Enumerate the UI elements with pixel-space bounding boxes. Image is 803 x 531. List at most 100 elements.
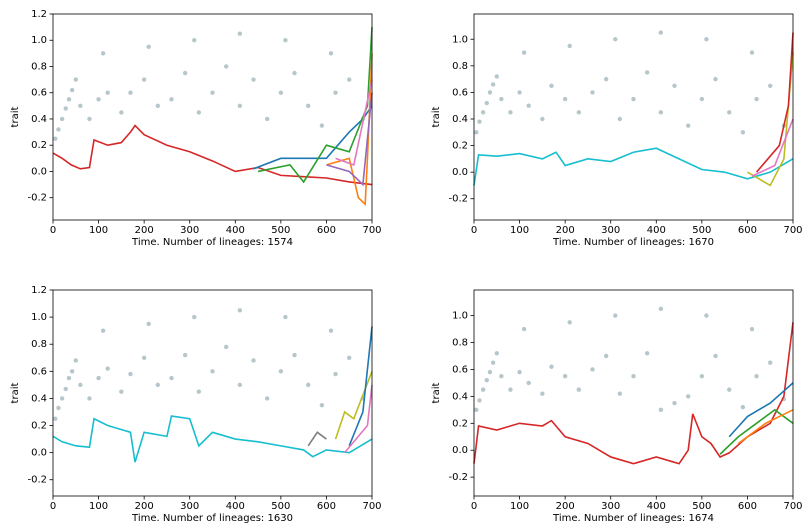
density-point: [499, 373, 504, 379]
x-tick-label: 300: [180, 501, 199, 512]
density-point: [487, 90, 493, 95]
density-point: [490, 360, 496, 365]
density-point: [521, 326, 527, 332]
y-tick-label: 0.6: [31, 366, 47, 377]
x-tick-label: 100: [89, 225, 108, 236]
density-point: [264, 396, 270, 401]
density-point: [128, 371, 133, 377]
density-point: [631, 373, 636, 379]
x-axis-label: Time. Number of lineages: 1574: [131, 237, 293, 248]
density-point: [69, 369, 75, 374]
density-point: [704, 313, 709, 318]
density-point: [713, 76, 718, 82]
lineage-line: [335, 79, 373, 166]
density-point: [283, 314, 288, 320]
density-point: [63, 106, 68, 111]
density-point: [306, 103, 311, 109]
density-point: [333, 371, 338, 377]
density-point: [306, 382, 311, 388]
density-point: [526, 103, 531, 108]
density-point: [699, 373, 705, 379]
density-point: [155, 382, 161, 388]
density-point: [562, 96, 568, 102]
density-point: [658, 30, 664, 35]
x-tick-label: 200: [556, 225, 575, 236]
density-point: [480, 110, 486, 115]
x-tick-label: 400: [226, 225, 245, 236]
density-point: [119, 389, 124, 394]
density-point: [749, 326, 755, 332]
x-tick-label: 600: [317, 501, 336, 512]
x-tick-label: 600: [738, 501, 757, 512]
y-axis-label: trait: [10, 106, 21, 127]
x-axis-label: Time. Number of lineages: 1630: [131, 513, 293, 524]
density-point: [540, 116, 545, 122]
x-tick-label: 400: [647, 225, 666, 236]
density-point: [494, 351, 499, 356]
density-point: [590, 90, 595, 95]
y-tick-label: 1.0: [452, 34, 468, 45]
density-point: [499, 96, 504, 102]
density-point: [73, 358, 78, 363]
density-point: [96, 375, 101, 381]
density-point: [141, 77, 147, 82]
x-tick-label: 500: [271, 501, 290, 512]
y-axis-label: trait: [431, 382, 442, 403]
density-point: [474, 407, 479, 413]
density-point: [66, 97, 72, 102]
y-tick-label: 0.6: [452, 87, 468, 98]
y-axis-label: trait: [431, 106, 442, 127]
density-point: [119, 110, 124, 115]
density-point: [768, 83, 773, 88]
y-tick-label: 0.8: [452, 61, 468, 72]
y-tick-label: 0.4: [452, 114, 468, 125]
x-tick-label: 0: [50, 501, 56, 512]
y-tick-label: 0.6: [31, 88, 47, 99]
density-point: [754, 96, 759, 102]
density-point: [264, 116, 270, 122]
density-point: [278, 369, 284, 374]
lineage-line: [719, 408, 794, 455]
x-tick-label: 300: [180, 225, 199, 236]
density-point: [146, 44, 151, 50]
density-point: [192, 314, 197, 320]
density-point: [87, 396, 92, 401]
density-point: [210, 90, 215, 95]
axes-frame: [52, 289, 373, 497]
density-point: [754, 373, 759, 379]
density-point: [105, 366, 110, 371]
density-point: [283, 38, 288, 43]
density-point: [292, 352, 297, 358]
density-point: [603, 76, 609, 82]
y-tick-label: 0.2: [31, 140, 47, 151]
density-point: [169, 97, 174, 102]
density-point: [53, 136, 58, 141]
density-point: [105, 90, 110, 95]
density-point: [490, 82, 496, 87]
density-point: [237, 382, 243, 388]
density-point: [96, 97, 101, 102]
density-point: [617, 116, 623, 122]
y-tick-label: 0.2: [31, 421, 47, 432]
lineage-line: [307, 431, 327, 447]
density-point: [477, 119, 482, 124]
density-point: [613, 313, 618, 318]
density-point: [658, 407, 664, 413]
density-point: [740, 130, 746, 135]
density-point: [333, 90, 338, 95]
density-point: [576, 110, 582, 115]
density-point: [328, 51, 334, 56]
density-point: [128, 90, 133, 95]
y-tick-label: 0.0: [31, 166, 47, 177]
x-tick-label: 300: [601, 225, 620, 236]
density-point: [672, 400, 677, 406]
x-tick-label: 600: [738, 225, 757, 236]
lineage-line: [737, 409, 794, 445]
x-axis-label: Time. Number of lineages: 1670: [552, 237, 714, 248]
density-point: [196, 389, 202, 394]
density-point: [319, 402, 325, 408]
density-point: [508, 387, 513, 392]
density-point: [603, 353, 609, 359]
density-point: [484, 378, 489, 383]
